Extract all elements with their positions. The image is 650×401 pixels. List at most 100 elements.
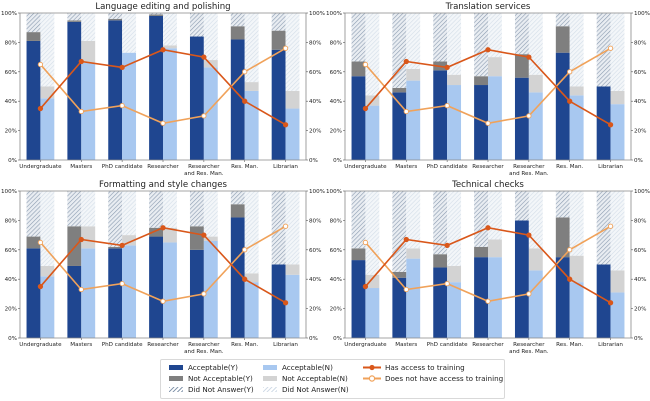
bar-did-not-answer-n	[528, 191, 543, 249]
point-no-access	[607, 223, 614, 229]
x-tick-label: Res. Man.	[556, 164, 583, 170]
bar-not-acceptable-n	[447, 74, 462, 86]
y-tick-label-left: 40%	[5, 277, 17, 283]
x-tick-label: Researcher	[188, 164, 220, 170]
bar-acceptable-n	[40, 276, 55, 338]
x-tick-label: Res. Man.	[556, 342, 583, 348]
bar-not-acceptable-y	[67, 226, 82, 266]
bar-acceptable-y	[514, 77, 529, 160]
point-no-access	[242, 247, 248, 253]
x-tick-label: Undergraduate	[344, 342, 387, 348]
bar-not-acceptable-y	[26, 236, 41, 249]
y-tick-label-left: 0%	[333, 336, 342, 342]
point-has-access	[607, 300, 614, 306]
chart-title: Translation services	[445, 2, 531, 12]
bar-not-acceptable-y	[514, 54, 529, 78]
bar-acceptable-n	[285, 274, 300, 338]
bar-acceptable-n	[488, 76, 502, 160]
point-has-access	[362, 283, 369, 290]
point-has-access	[282, 300, 289, 306]
point-has-access	[37, 283, 44, 290]
bar-did-not-answer-n	[488, 191, 502, 240]
x-tick-label: Researcher	[188, 342, 220, 348]
x-tick-label: PhD candidate	[427, 164, 468, 170]
y-tick-label-right: 40%	[634, 99, 646, 105]
y-tick-label-right: 80%	[309, 40, 321, 46]
y-tick-label-right: 20%	[309, 129, 321, 135]
y-tick-label-left: 60%	[330, 70, 342, 76]
y-tick-label-left: 40%	[5, 99, 17, 105]
legend-label: Not Acceptable(Y)	[188, 374, 253, 383]
y-tick-label-right: 100%	[309, 189, 325, 195]
bar-did-not-answer-n	[365, 13, 380, 96]
bar-acceptable-n	[610, 104, 625, 160]
x-tick-label: and Res. Man.	[509, 171, 549, 177]
y-tick-label-left: 60%	[330, 248, 342, 254]
bar-did-not-answer-y	[230, 13, 245, 27]
bar-acceptable-y	[189, 249, 204, 338]
bar-did-not-answer-y	[108, 13, 123, 19]
x-tick-label: PhD candidate	[427, 342, 468, 348]
bar-acceptable-y	[433, 267, 448, 338]
bar-not-acceptable-y	[149, 14, 163, 16]
bar-did-not-answer-n	[122, 13, 137, 53]
y-tick-label-left: 40%	[330, 277, 342, 283]
bar-did-not-answer-y	[474, 13, 488, 77]
bar-acceptable-y	[433, 70, 448, 160]
x-tick-label: PhD candidate	[102, 164, 143, 170]
bar-acceptable-y	[67, 265, 82, 338]
x-tick-label: Researcher	[513, 342, 545, 348]
bar-did-not-answer-y	[596, 13, 611, 87]
bar-not-acceptable-y	[474, 246, 488, 258]
point-has-access	[242, 276, 248, 282]
bar-acceptable-y	[392, 277, 407, 338]
bar-acceptable-y	[189, 36, 204, 160]
subplot-2: Translation services Undergraduate Masters…	[326, 2, 650, 177]
point-no-access	[78, 286, 84, 293]
bar-acceptable-y	[474, 85, 488, 160]
point-no-access	[201, 113, 207, 119]
point-has-access	[119, 64, 125, 71]
bar-did-not-answer-n	[40, 191, 55, 266]
x-tick-label: Masters	[395, 164, 417, 170]
bar-did-not-answer-n	[406, 13, 421, 69]
bar-acceptable-y	[351, 260, 366, 338]
bar-did-not-answer-n	[203, 191, 218, 237]
point-has-access	[444, 64, 450, 71]
bar-not-acceptable-n	[122, 235, 137, 246]
bar-did-not-answer-y	[555, 13, 570, 27]
x-tick-label: and Res. Man.	[509, 349, 549, 355]
x-tick-label: Undergraduate	[19, 342, 62, 348]
point-has-access	[242, 98, 248, 104]
y-tick-label-right: 40%	[634, 277, 646, 283]
bar-did-not-answer-y	[433, 191, 448, 255]
bar-did-not-answer-y	[67, 191, 82, 227]
bar-acceptable-n	[365, 105, 380, 160]
point-no-access	[485, 120, 491, 126]
y-tick-label-right: 0%	[309, 336, 318, 342]
bar-did-not-answer-y	[474, 191, 488, 247]
y-tick-label-right: 0%	[634, 158, 643, 164]
y-tick-label-left: 0%	[8, 158, 17, 164]
point-has-access	[160, 225, 166, 231]
bar-acceptable-n	[244, 90, 259, 160]
bar-did-not-answer-n	[40, 13, 55, 87]
x-tick-label: Masters	[395, 342, 417, 348]
bar-did-not-answer-y	[514, 13, 529, 55]
bar-did-not-answer-n	[610, 13, 625, 91]
point-no-access	[37, 61, 44, 68]
point-no-access	[526, 113, 532, 119]
y-tick-label-left: 80%	[330, 40, 342, 46]
x-tick-label: Researcher	[147, 164, 179, 170]
y-tick-label-left: 60%	[5, 70, 17, 76]
bar-not-acceptable-y	[67, 20, 82, 22]
bar-did-not-answer-n	[528, 13, 543, 75]
point-no-access	[78, 108, 84, 115]
x-tick-label: Librarian	[598, 342, 623, 348]
bar-did-not-answer-n	[285, 13, 300, 91]
chart-title: Technical checks	[451, 180, 524, 190]
bar-not-acceptable-y	[474, 76, 488, 86]
point-no-access	[444, 280, 450, 287]
y-tick-label-left: 100%	[1, 11, 17, 17]
bar-did-not-answer-n	[406, 191, 421, 249]
